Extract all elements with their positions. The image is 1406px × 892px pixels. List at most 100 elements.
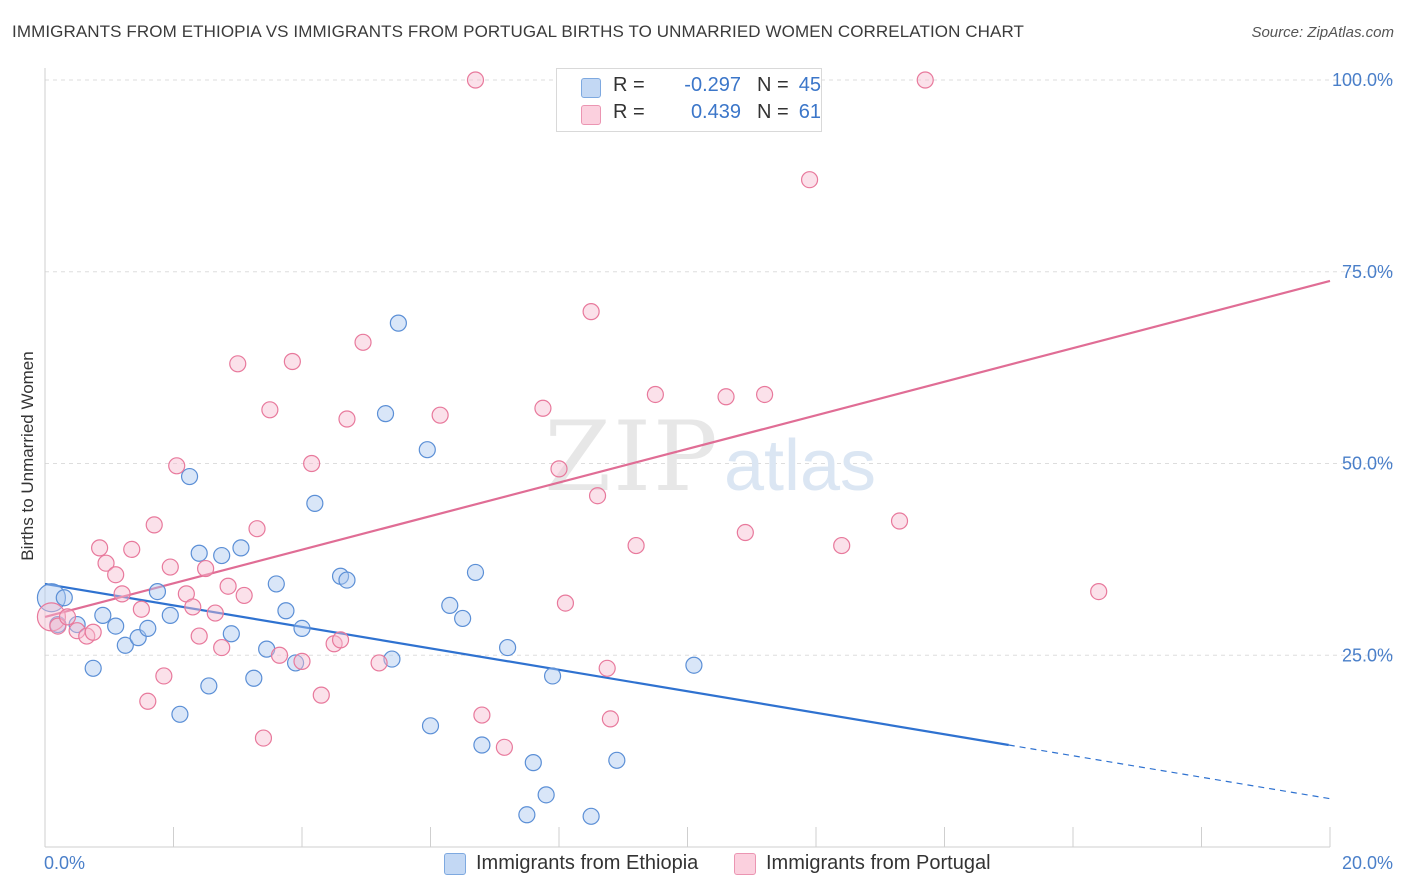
x-tick-label: 0.0% <box>44 853 85 873</box>
n-value: 61 <box>798 101 821 123</box>
point-portugal <box>473 706 491 724</box>
point-portugal <box>354 333 372 351</box>
point-ethiopia <box>286 654 305 672</box>
point-portugal <box>495 738 513 756</box>
point-portugal <box>331 631 350 649</box>
point-ethiopia <box>441 596 459 614</box>
x-tick-label: 20.0% <box>1342 853 1393 873</box>
point-portugal <box>270 646 289 664</box>
point-ethiopia <box>116 636 134 654</box>
point-ethiopia <box>94 606 112 624</box>
point-ethiopia <box>518 806 536 824</box>
point-ethiopia <box>389 314 407 332</box>
point-ethiopia <box>232 539 250 557</box>
grid-lines <box>45 79 1395 656</box>
n-label: N = <box>757 74 789 96</box>
point-portugal <box>303 454 321 473</box>
point-ethiopia <box>107 617 125 635</box>
legend-swatch-ethiopia <box>581 78 601 98</box>
point-ethiopia <box>84 659 102 677</box>
y-tick-label: 25.0% <box>1342 645 1393 665</box>
point-ethiopia <box>213 546 231 565</box>
legend-label-portugal: Immigrants from Portugal <box>766 852 991 874</box>
r-label: R = <box>613 101 645 123</box>
point-ethiopia <box>139 619 157 638</box>
point-ethiopia <box>148 582 167 601</box>
point-portugal <box>431 406 449 424</box>
point-portugal <box>717 388 735 406</box>
point-ethiopia <box>293 619 311 638</box>
point-ethiopia <box>200 677 218 695</box>
point-portugal <box>755 385 774 404</box>
chart-title: IMMIGRANTS FROM ETHIOPIA VS IMMIGRANTS F… <box>12 22 1025 41</box>
point-portugal <box>370 654 388 672</box>
point-ethiopia <box>499 638 517 657</box>
point-ethiopia <box>180 467 199 486</box>
watermark: ZIP atlas <box>544 401 876 513</box>
point-portugal <box>84 623 102 641</box>
source-label: Source: ZipAtlas.com <box>1251 24 1394 41</box>
point-ethiopia <box>383 650 401 668</box>
point-ethiopia <box>306 494 324 512</box>
point-ethiopia <box>537 786 555 804</box>
y-axis-label: Births to Unmarried Women <box>18 351 37 560</box>
legend-swatch-portugal <box>581 105 601 125</box>
n-value: 45 <box>798 74 821 96</box>
point-portugal <box>736 523 754 542</box>
y-tick-label: 75.0% <box>1342 262 1393 282</box>
point-ethiopia <box>171 705 189 723</box>
r-value: -0.297 <box>684 74 741 96</box>
point-portugal <box>168 457 186 475</box>
trend-line-ethiopia <box>44 582 1009 747</box>
point-portugal <box>534 399 552 417</box>
point-portugal <box>161 558 179 576</box>
point-portugal <box>107 566 125 584</box>
point-portugal <box>229 355 247 373</box>
point-portugal <box>91 539 109 557</box>
point-ethiopia <box>190 544 208 562</box>
point-portugal <box>598 659 616 677</box>
point-portugal <box>582 303 600 321</box>
y-tick-label: 50.0% <box>1342 454 1393 474</box>
point-portugal <box>466 71 485 89</box>
point-portugal <box>312 686 330 704</box>
point-portugal <box>139 692 157 710</box>
point-ethiopia <box>543 667 562 685</box>
point-portugal <box>646 385 664 404</box>
point-portugal <box>916 71 934 89</box>
stats-legend: R = -0.297 N = 45 R = 0.439 N = 61 <box>556 68 822 132</box>
point-portugal <box>145 516 163 534</box>
point-ethiopia <box>277 602 295 620</box>
point-ethiopia <box>466 563 485 582</box>
point-ethiopia <box>608 751 626 769</box>
point-portugal <box>248 520 266 538</box>
point-portugal <box>197 559 215 578</box>
point-ethiopia <box>418 441 436 459</box>
axes <box>44 68 1331 848</box>
point-portugal <box>97 554 115 572</box>
legend-label-ethiopia: Immigrants from Ethiopia <box>476 852 699 874</box>
point-ethiopia <box>55 589 73 607</box>
point-ethiopia <box>376 405 395 423</box>
legend-swatch-portugal <box>734 853 756 875</box>
point-ethiopia <box>161 606 179 624</box>
point-ethiopia <box>222 625 240 643</box>
point-portugal <box>206 604 224 622</box>
trend-lines <box>44 279 1331 800</box>
point-portugal <box>58 608 77 626</box>
point-portugal <box>338 410 356 428</box>
point-ethiopia <box>582 807 600 825</box>
point-portugal <box>254 729 273 747</box>
watermark-atlas: atlas <box>724 426 876 506</box>
y-tick-label: 100.0% <box>1332 70 1393 90</box>
point-portugal <box>627 536 645 555</box>
point-ethiopia <box>245 669 263 687</box>
point-portugal <box>132 600 150 618</box>
point-portugal <box>556 594 575 612</box>
point-portugal <box>588 487 607 505</box>
point-portugal <box>601 710 620 728</box>
point-portugal <box>550 460 568 478</box>
trend-line-ethiopia-extension <box>1008 744 1331 800</box>
point-ethiopia <box>524 754 542 772</box>
r-label: R = <box>613 74 645 96</box>
